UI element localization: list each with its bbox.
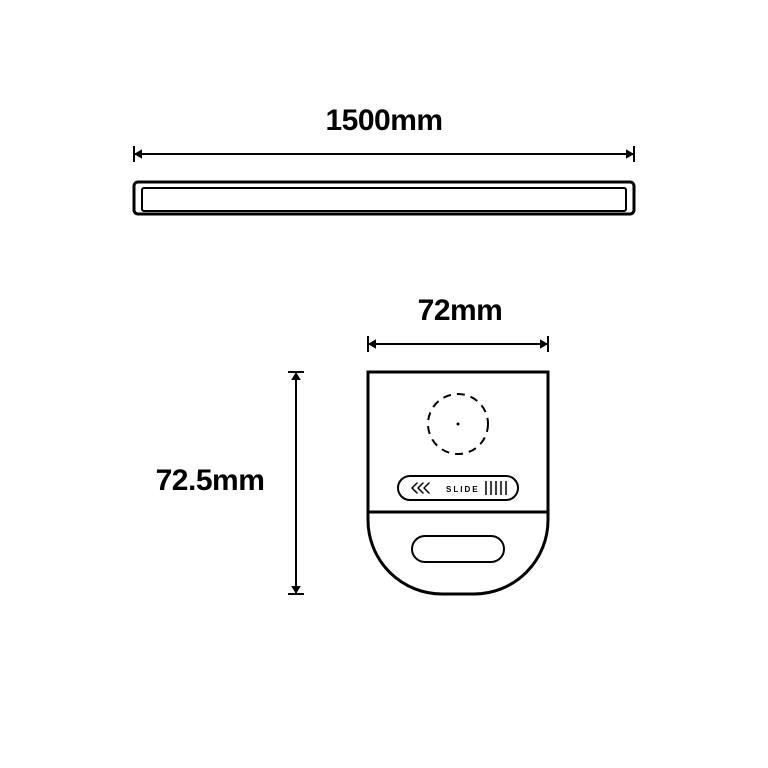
slide-label: SLIDE (446, 485, 480, 494)
end-view: SLIDE (368, 372, 548, 594)
width-label: 72mm (418, 294, 503, 327)
height-label: 72.5mm (156, 464, 265, 497)
side-view (134, 182, 634, 214)
diffuser-slot (412, 536, 504, 562)
length-label: 1500mm (325, 104, 442, 137)
